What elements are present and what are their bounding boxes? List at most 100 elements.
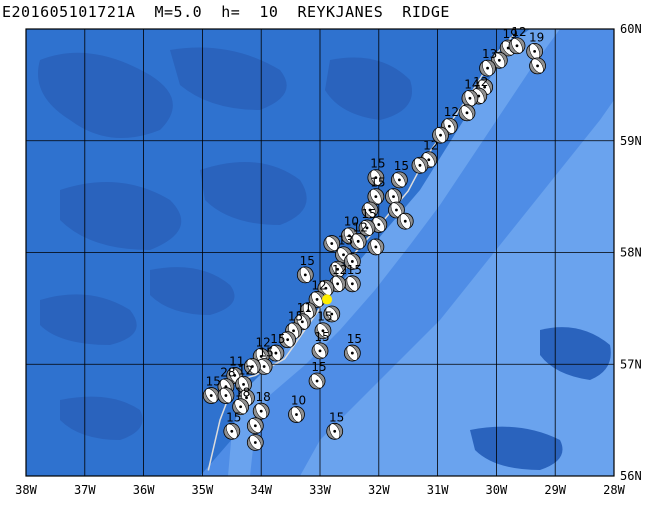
depth-label: 19 [503, 27, 518, 41]
focal-mechanism [323, 235, 341, 252]
beachball-center [374, 245, 378, 249]
latitude-tick-labels: 56N 57N 58N 59N 60N [620, 22, 642, 483]
beachball-center [321, 329, 325, 333]
focal-mechanism [361, 201, 379, 219]
beachball-center [392, 195, 395, 199]
beachball-center [224, 394, 228, 397]
beachball-center [342, 253, 345, 257]
beachball-center [486, 66, 489, 70]
depth-label: 15 [317, 310, 332, 324]
focal-mechanism [323, 305, 341, 323]
beachball-center [250, 365, 254, 368]
focal-mechanism: 13 [479, 47, 497, 77]
depth-label: 15 [270, 332, 285, 346]
depth-label: 15 [311, 360, 326, 374]
focal-mechanism [343, 253, 361, 270]
beachball-center [259, 409, 263, 413]
focal-mechanism: 18 [232, 386, 250, 416]
longitude-label: 32W [368, 483, 390, 497]
longitude-label: 38W [15, 483, 37, 497]
beachball-center [274, 351, 278, 355]
depth-label: 18 [256, 390, 271, 404]
focal-mechanism: 15 [326, 410, 344, 440]
beachball-center [330, 242, 334, 245]
focal-mechanism [329, 260, 347, 278]
focal-mechanism [490, 51, 508, 69]
focal-mechanism: 15 [308, 360, 327, 390]
depth-label: 15 [347, 332, 362, 346]
depth-label: 10 [291, 394, 306, 408]
latitude-label: 59N [620, 134, 642, 148]
focal-mechanism: 15 [223, 410, 241, 440]
beachball-center [403, 219, 407, 223]
longitude-label: 35W [192, 483, 214, 497]
deep-basin-features [38, 47, 611, 470]
latitude-label: 57N [620, 357, 642, 371]
focal-mechanism: 13 [335, 234, 353, 264]
depth-label: 12 [311, 278, 326, 292]
beachball-center [245, 396, 248, 400]
depth-label: 15 [258, 345, 273, 359]
beachball-center [209, 394, 213, 397]
beachball-center [303, 273, 307, 277]
beachball-center [447, 124, 451, 128]
depth-label: 28 [220, 366, 235, 380]
focal-mechanism [217, 387, 235, 404]
focal-mechanism: 15 [267, 332, 286, 362]
map-frame [25, 28, 615, 477]
beachball-center [374, 195, 378, 199]
focal-mechanism: 15 [367, 176, 386, 206]
depth-label: 19 [529, 30, 544, 44]
depth-label: 10 [344, 215, 359, 229]
focal-mechanism [432, 126, 449, 144]
longitude-label: 31W [427, 483, 449, 497]
beachball-center [292, 329, 295, 333]
focal-mechanism [367, 238, 385, 256]
depth-label: 15 [329, 410, 344, 424]
depth-label: 12 [353, 220, 368, 234]
beachball-center [377, 223, 381, 226]
focal-mechanism: 15 [358, 207, 377, 237]
depth-label: 12 [473, 75, 488, 89]
focal-mechanism [396, 212, 414, 230]
focal-mechanism [243, 358, 261, 375]
beachball-center [365, 226, 369, 230]
latitude-label: 60N [620, 22, 642, 36]
depth-label: 14 [464, 77, 479, 91]
depth-label: 15 [288, 310, 303, 324]
beachball-center [315, 298, 319, 301]
beachball-center [330, 312, 334, 316]
beachball-center [483, 85, 487, 89]
beachball-center [262, 365, 266, 368]
longitude-label: 28W [603, 483, 625, 497]
focal-mechanism: 15 [367, 157, 386, 187]
depth-label: 12 [423, 139, 438, 153]
beachball-center [350, 351, 354, 355]
map-title: E201605101721A M=5.0 h= 10 REYKJANES RID… [2, 3, 450, 21]
longitude-label: 29W [544, 483, 566, 497]
depth-label: 12 [444, 105, 459, 119]
longitude-label: 33W [309, 483, 331, 497]
depth-label: 15 [226, 410, 241, 424]
beachball-center [427, 158, 431, 162]
focal-mechanism [246, 417, 264, 435]
beachball-center [300, 320, 304, 324]
focal-mechanism: 12 [508, 25, 527, 55]
beachball-center [350, 260, 354, 263]
beachball-center [315, 379, 319, 383]
depth-label: 15 [347, 263, 362, 277]
depth-label: 12 [256, 335, 271, 349]
longitude-tick-labels: 38W 37W 36W 35W 34W 33W 32W 31W 30W 29W 28W [15, 483, 625, 497]
depth-label: 15 [394, 159, 409, 173]
beachball-center [356, 239, 360, 243]
focal-mechanism: 10 [288, 394, 306, 423]
depth-label: 12 [238, 363, 253, 377]
depth-label: 11 [229, 354, 244, 368]
beachball-center [533, 49, 537, 53]
beachball-center [368, 208, 372, 212]
depth-label: 18 [235, 386, 250, 400]
depth-label: 15 [370, 176, 385, 190]
focal-mechanism: 15 [343, 332, 362, 362]
beachball-center [397, 178, 401, 182]
focal-mechanism: 15 [202, 375, 221, 404]
